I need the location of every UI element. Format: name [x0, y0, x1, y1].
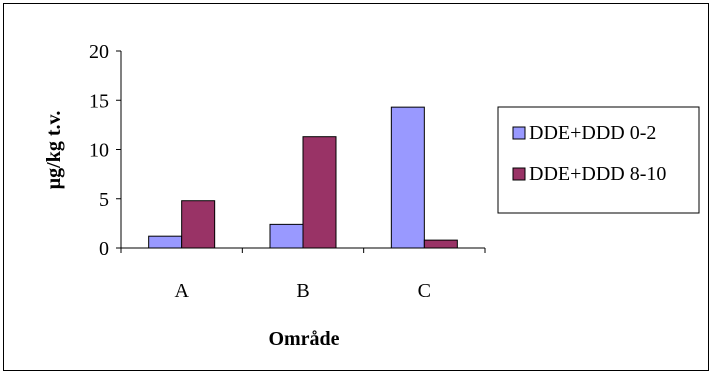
legend-swatch-series-2: [512, 167, 526, 181]
legend: DDE+DDD 0-2 DDE+DDD 8-10: [497, 106, 700, 214]
legend-box: [497, 106, 700, 214]
x-tick-label-C: C: [418, 280, 431, 302]
bar-A-series-1: [148, 235, 183, 249]
legend-label-series-2: DDE+DDD 8-10: [529, 163, 666, 185]
x-tick-label-B: B: [296, 280, 309, 302]
legend-label-series-1: DDE+DDD 0-2: [529, 122, 656, 144]
y-axis-title: µg/kg t.v.: [43, 111, 65, 190]
bar-B-series-1: [269, 223, 304, 249]
legend-swatch-series-1: [512, 126, 526, 140]
y-tick-label-4: 20: [89, 41, 109, 63]
bar-B-series-2: [302, 136, 337, 249]
y-tick-label-2: 10: [89, 140, 109, 162]
bar-C-series-1: [390, 106, 425, 249]
x-tick-label-A: A: [174, 280, 189, 302]
y-tick-label-3: 15: [89, 90, 109, 112]
y-tick-label-0: 0: [99, 238, 109, 260]
y-tick-label-1: 5: [99, 189, 109, 211]
plot-area: 0 5 10 15 20 A B C: [89, 41, 486, 302]
bar-C-series-2: [423, 239, 458, 249]
bar-A-series-2: [181, 200, 216, 249]
x-axis-title: Område: [268, 328, 339, 350]
